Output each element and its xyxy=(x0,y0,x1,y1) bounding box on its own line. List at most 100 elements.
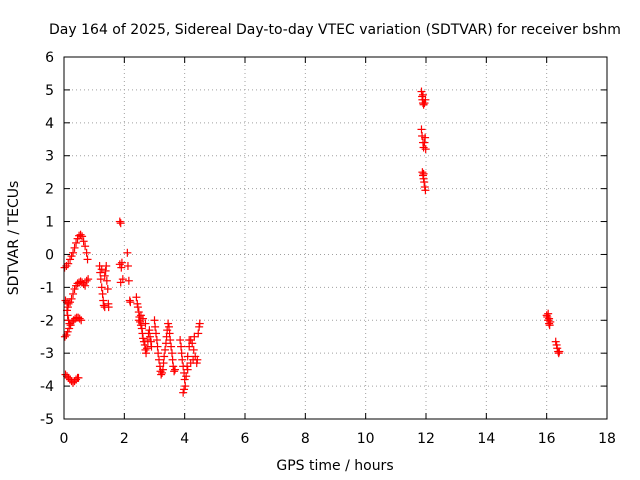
data-point xyxy=(103,285,112,294)
data-point xyxy=(176,336,185,345)
data-point xyxy=(551,337,560,346)
data-point xyxy=(123,248,132,257)
data-point xyxy=(82,276,91,285)
data-point xyxy=(63,303,72,312)
data-point xyxy=(421,186,430,195)
data-point xyxy=(77,316,86,325)
data-point xyxy=(115,217,124,226)
data-point xyxy=(164,322,173,331)
y-tick-label: -1 xyxy=(40,280,54,296)
data-point xyxy=(420,178,429,187)
data-point xyxy=(66,255,75,264)
data-point xyxy=(84,275,93,284)
data-point xyxy=(67,252,76,261)
y-tick-label: 1 xyxy=(45,215,54,231)
data-point xyxy=(167,349,176,358)
plot-frame xyxy=(63,56,608,420)
data-point xyxy=(194,329,203,338)
data-point xyxy=(545,314,554,323)
data-point xyxy=(421,145,430,154)
data-point xyxy=(177,349,186,358)
data-point xyxy=(142,349,151,358)
y-tick-label: 0 xyxy=(45,247,54,263)
data-point xyxy=(418,90,427,99)
data-point xyxy=(181,382,190,391)
data-point xyxy=(179,388,188,397)
data-point xyxy=(117,263,126,272)
y-tick-label: 2 xyxy=(45,182,54,198)
data-point xyxy=(60,263,69,272)
data-point xyxy=(64,316,73,325)
data-point xyxy=(123,261,132,270)
data-point xyxy=(419,143,428,152)
data-point xyxy=(79,237,88,246)
data-point xyxy=(169,362,178,371)
data-point xyxy=(100,271,109,280)
data-point xyxy=(418,171,427,180)
data-point xyxy=(195,319,204,328)
data-point xyxy=(554,349,563,358)
data-point xyxy=(134,316,143,325)
y-tick-label: -5 xyxy=(40,412,54,428)
x-tick-label: 8 xyxy=(301,431,310,447)
x-tick-labels: 0 2 4 6 8 10 12 14 16 18 xyxy=(60,431,616,447)
data-point xyxy=(82,248,91,257)
data-point xyxy=(545,321,554,330)
data-point xyxy=(142,344,151,353)
data-point xyxy=(124,276,133,285)
data-point xyxy=(139,337,148,346)
data-point xyxy=(99,301,108,310)
y-axis-label: SDTVAR / TECUs xyxy=(6,181,22,296)
x-tick-label: 6 xyxy=(241,431,250,447)
data-point xyxy=(65,319,74,328)
data-point xyxy=(133,303,142,312)
y-tick-label: -3 xyxy=(40,346,54,362)
data-point xyxy=(139,334,148,343)
data-point xyxy=(167,342,176,351)
data-point xyxy=(421,95,430,104)
data-point xyxy=(146,337,155,346)
data-point xyxy=(420,99,429,108)
y-tick-label: -4 xyxy=(40,379,54,395)
data-point xyxy=(96,268,105,277)
data-point xyxy=(104,303,113,312)
data-point xyxy=(64,259,73,268)
data-point xyxy=(195,322,204,331)
data-point xyxy=(552,340,561,349)
data-point xyxy=(420,182,429,191)
y-tick-label: -2 xyxy=(40,313,54,329)
x-tick-label: 14 xyxy=(477,431,495,447)
data-point xyxy=(164,319,173,328)
data-point xyxy=(83,255,92,264)
data-point xyxy=(152,329,161,338)
data-point xyxy=(161,345,170,354)
data-points xyxy=(60,87,564,397)
data-point xyxy=(145,326,154,335)
data-point xyxy=(543,312,552,321)
data-point xyxy=(74,373,83,382)
y-tick-label: 6 xyxy=(45,50,54,66)
data-point xyxy=(116,219,125,228)
data-point xyxy=(66,321,75,330)
data-point xyxy=(153,342,162,351)
data-point xyxy=(116,278,125,287)
data-point xyxy=(101,266,110,275)
data-point xyxy=(544,309,553,318)
data-point xyxy=(168,355,177,364)
data-point xyxy=(69,248,78,257)
y-tick-labels: -5 -4 -3 -2 -1 0 1 2 3 4 5 6 xyxy=(40,50,54,428)
data-point xyxy=(70,285,79,294)
data-point xyxy=(137,324,146,333)
data-point xyxy=(64,299,73,308)
data-point xyxy=(419,100,428,109)
data-point xyxy=(189,355,198,364)
data-point xyxy=(133,299,142,308)
data-point xyxy=(555,347,564,356)
data-point xyxy=(180,375,189,384)
data-point xyxy=(67,294,76,303)
x-tick-label: 4 xyxy=(180,431,189,447)
x-tick-label: 0 xyxy=(60,431,69,447)
data-point xyxy=(97,283,106,292)
data-point xyxy=(63,311,72,320)
